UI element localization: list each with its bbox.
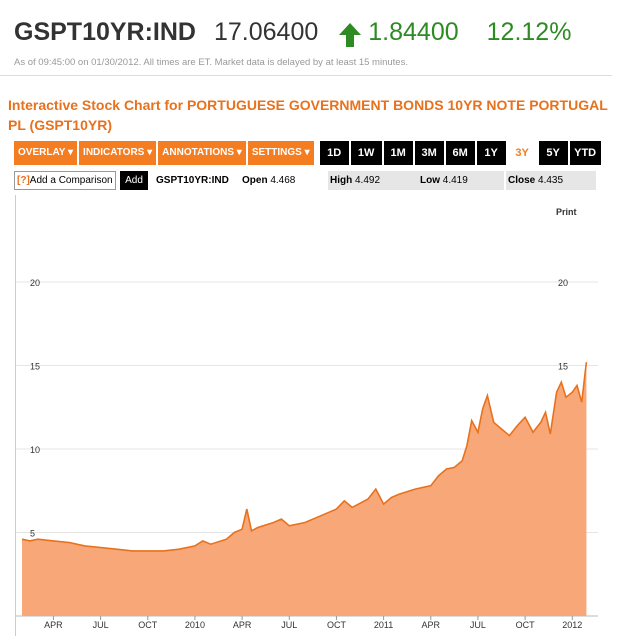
range-3m[interactable]: 3M (414, 141, 444, 165)
print-link[interactable]: Print (556, 207, 577, 217)
range-5y[interactable]: 5Y (538, 141, 568, 165)
comparison-input[interactable]: [?]Add a Comparison (14, 171, 116, 190)
x-tick-label: 2012 (562, 620, 582, 630)
range-6m[interactable]: 6M (445, 141, 475, 165)
x-tick-label: OCT (138, 620, 158, 630)
range-tabs: 1D 1W 1M 3M 6M 1Y 3Y 5Y YTD (319, 141, 603, 165)
x-tick-label: JUL (470, 620, 486, 630)
range-1w[interactable]: 1W (350, 141, 382, 165)
range-ytd[interactable]: YTD (569, 141, 601, 165)
y-tick-label-left: 15 (30, 362, 40, 372)
help-link[interactable]: [?] (17, 175, 30, 186)
x-tick-label: APR (422, 620, 441, 630)
x-tick-label: OCT (516, 620, 536, 630)
price-change-percent: 12.12% (486, 18, 572, 46)
y-tick-label-left: 10 (30, 445, 40, 455)
x-tick-label: OCT (327, 620, 347, 630)
add-comparison-button[interactable]: Add (120, 171, 148, 190)
up-arrow-icon (339, 23, 362, 47)
y-tick-label-right: 15 (558, 362, 568, 372)
comparison-placeholder: Add a Comparison (29, 175, 113, 186)
low-stat: Low 4.419 (418, 171, 504, 190)
divider (0, 75, 612, 76)
ticker-label: GSPT10YR:IND (156, 175, 229, 186)
range-1y[interactable]: 1Y (476, 141, 506, 165)
y-tick-label-right: 20 (558, 278, 568, 288)
series-line (21, 362, 588, 552)
x-tick-label: 2010 (185, 620, 205, 630)
x-tick-label: APR (44, 620, 63, 630)
y-tick-label-left: 20 (30, 278, 40, 288)
x-tick-label: JUL (281, 620, 297, 630)
symbol: GSPT10YR:IND (14, 18, 196, 46)
x-tick-label: 2011 (374, 620, 393, 630)
chart-frame (15, 195, 604, 636)
as-of-note: As of 09:45:00 on 01/30/2012. All times … (14, 57, 408, 68)
chart-title: Interactive Stock Chart for PORTUGUESE G… (8, 97, 608, 133)
series-area (22, 362, 587, 616)
range-1m[interactable]: 1M (383, 141, 413, 165)
y-tick-label-left: 5 (30, 529, 35, 539)
price-chart: 55101015152020APRJULOCT2010APRJULOCT2011… (16, 278, 598, 630)
quote-header: GSPT10YR:IND 17.06400 1.84400 12.12% (14, 18, 571, 52)
overlay-menu[interactable]: OVERLAY ▾ (14, 141, 78, 165)
last-price: 17.06400 (213, 18, 319, 46)
x-tick-label: APR (233, 620, 252, 630)
x-tick-label: JUL (93, 620, 109, 630)
range-1d[interactable]: 1D (319, 141, 349, 165)
range-3y[interactable]: 3Y (507, 141, 537, 165)
comparison-bar: [?]Add a Comparison Add GSPT10YR:IND Ope… (14, 171, 596, 190)
close-stat: Close 4.435 (506, 171, 596, 190)
settings-menu[interactable]: SETTINGS ▾ (247, 141, 314, 165)
high-stat: High 4.492 (328, 171, 418, 190)
open-stat: Open 4.468 (242, 175, 296, 186)
price-change: 1.84400 (368, 18, 459, 46)
annotations-menu[interactable]: ANNOTATIONS ▾ (158, 141, 246, 165)
indicators-menu[interactable]: INDICATORS ▾ (79, 141, 157, 165)
chart-toolbar: OVERLAY ▾ INDICATORS ▾ ANNOTATIONS ▾ SET… (14, 141, 601, 165)
